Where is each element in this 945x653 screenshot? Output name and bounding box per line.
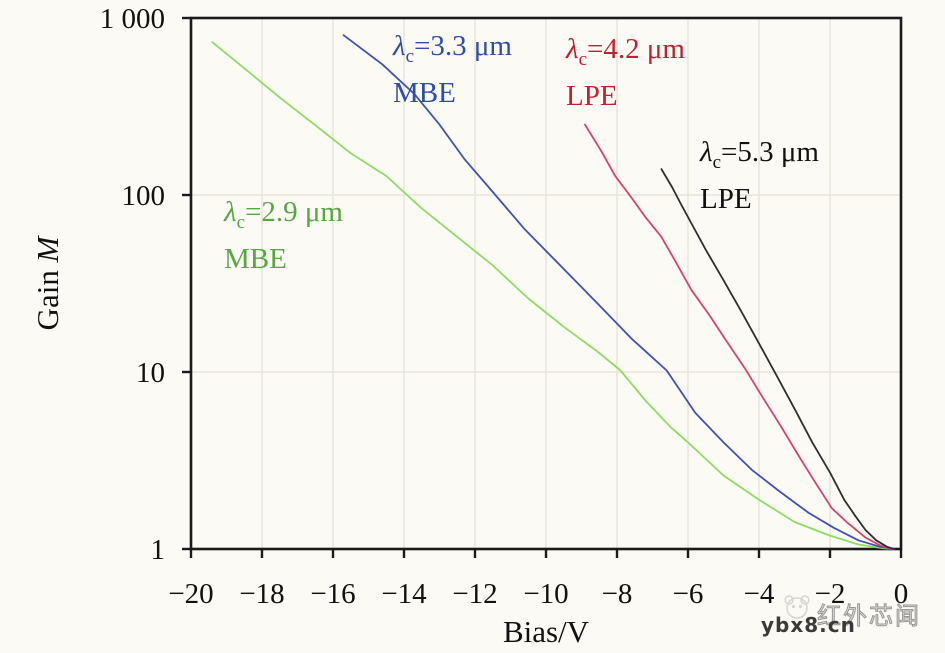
curve-label-2.9um-mbe: λc=2.9 μm MBE	[224, 194, 343, 277]
svg-text:10: 10	[136, 357, 165, 389]
svg-text:100: 100	[122, 180, 166, 212]
svg-text:1 000: 1 000	[100, 3, 165, 35]
curve-label-line1: λc=4.2 μm	[566, 33, 685, 70]
svg-text:−16: −16	[310, 578, 355, 610]
curve-label-line1: λc=2.9 μm	[224, 196, 343, 233]
watermark-site-text: ybx8.cn	[761, 613, 856, 637]
curve-label-line2: MBE	[393, 76, 456, 109]
curve-label-line2: MBE	[224, 242, 287, 275]
svg-text:−4: −4	[744, 578, 775, 610]
curve-label-line2: LPE	[566, 79, 618, 112]
svg-text:−6: −6	[673, 578, 704, 610]
svg-text:0: 0	[894, 578, 909, 610]
curve-label-3.3um-mbe: λc=3.3 μm MBE	[393, 28, 512, 111]
watermark-chinese-text: 红外芯闻	[817, 604, 921, 631]
curve-label-line2: LPE	[700, 182, 752, 215]
svg-text:1: 1	[151, 534, 166, 566]
panda-face-logo-icon	[784, 595, 810, 619]
svg-text:−10: −10	[523, 578, 568, 610]
curve-label-line1: λc=3.3 μm	[393, 30, 512, 67]
curve-label-line1: λc=5.3 μm	[700, 136, 819, 173]
svg-text:Bias/V: Bias/V	[503, 614, 590, 649]
watermark: 红外芯闻 ybx8.cn	[755, 592, 945, 650]
svg-text:−20: −20	[168, 578, 213, 610]
svg-text:−2: −2	[815, 578, 846, 610]
curve-label-5.3um-lpe: λc=5.3 μm LPE	[700, 134, 819, 217]
svg-text:−8: −8	[602, 578, 633, 610]
svg-text:−14: −14	[381, 578, 427, 610]
svg-text:−18: −18	[239, 578, 284, 610]
curve-label-4.2um-lpe: λc=4.2 μm LPE	[566, 31, 685, 114]
svg-text:Gain M: Gain M	[30, 234, 65, 330]
svg-text:−12: −12	[452, 578, 497, 610]
